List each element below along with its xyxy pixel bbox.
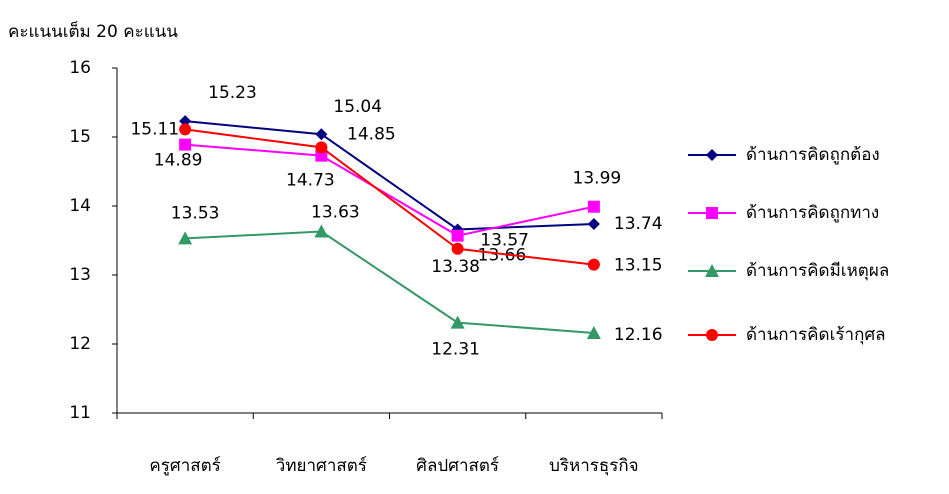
- series-line: [185, 230, 594, 334]
- series-line: [185, 120, 594, 231]
- point: [451, 229, 464, 242]
- point: [450, 315, 465, 329]
- point: [451, 242, 464, 255]
- point: [587, 200, 600, 213]
- legend-label: ด้านการคิดมีเหตุผล: [746, 261, 889, 281]
- y-tick-label: 12: [69, 334, 91, 354]
- x-tick-label: ครูศาสตร์: [149, 456, 220, 476]
- y-tick-label: 13: [69, 265, 91, 285]
- y-tick-label: 15: [69, 127, 91, 147]
- x-tick-label: บริหารธุรกิจ: [549, 456, 639, 476]
- point: [314, 224, 329, 238]
- data-label: 13.66: [478, 245, 527, 265]
- legend-marker: [706, 207, 718, 219]
- data-label: 15.23: [208, 83, 257, 103]
- point: [587, 217, 600, 230]
- point: [315, 141, 328, 154]
- point: [179, 138, 192, 151]
- data-label: 15.11: [130, 119, 179, 139]
- legend-marker: [706, 149, 718, 161]
- data-label: 13.57: [480, 231, 529, 251]
- legend-label: ด้านการคิดถูกต้อง: [746, 145, 880, 165]
- point: [179, 123, 192, 136]
- x-tick-label: ศิลปศาสตร์: [416, 456, 499, 476]
- point: [179, 115, 192, 128]
- point: [586, 325, 601, 339]
- x-tick-label: วิทยาศาสตร์: [275, 456, 367, 476]
- y-tick-label: 16: [69, 58, 91, 78]
- y-axis-label: คะแนนเต็ม 20 คะแนน: [8, 20, 178, 42]
- data-label: 12.31: [431, 340, 480, 360]
- y-tick-label: 11: [69, 403, 91, 423]
- legend-marker: [705, 264, 719, 277]
- point: [315, 128, 328, 141]
- data-label: 13.99: [573, 169, 622, 189]
- series-line: [185, 143, 595, 237]
- data-label: 15.04: [333, 97, 382, 117]
- legend-marker: [706, 329, 718, 341]
- data-label: 14.89: [154, 151, 203, 171]
- series-line: [184, 128, 594, 266]
- data-label: 12.16: [614, 325, 663, 345]
- legend-label: ด้านการคิดเร้ากุศล: [746, 325, 886, 345]
- point: [178, 231, 193, 245]
- data-label: 13.74: [614, 214, 663, 234]
- point: [587, 258, 600, 271]
- y-tick-label: 14: [69, 196, 91, 216]
- data-label: 13.38: [431, 257, 480, 277]
- data-label: 13.15: [614, 256, 663, 276]
- legend-label: ด้านการคิดถูกทาง: [746, 203, 879, 223]
- data-label: 13.53: [171, 203, 220, 223]
- point: [315, 149, 328, 162]
- data-label: 13.63: [311, 203, 360, 223]
- data-label: 14.73: [286, 171, 335, 191]
- data-label: 14.85: [347, 124, 396, 144]
